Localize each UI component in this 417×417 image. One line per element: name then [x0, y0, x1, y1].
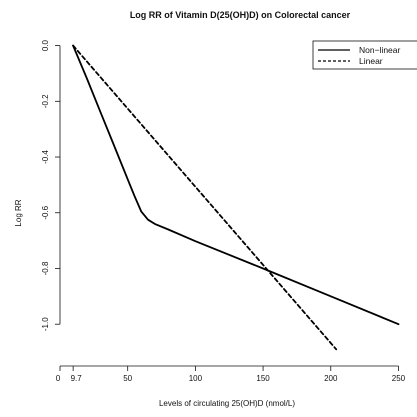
legend-label: Non−linear: [359, 45, 401, 55]
chart-title: Log RR of Vitamin D(25(OH)D) on Colorect…: [130, 10, 351, 20]
linear-series-line: [72, 44, 338, 351]
y-tick-label: -0.2: [41, 94, 50, 108]
x-axis-label: Levels of circulating 25(OH)D (nmol/L): [159, 399, 295, 408]
series-layer: [72, 44, 400, 351]
y-tick-label: -0.6: [41, 205, 50, 219]
x-tick-label: 200: [324, 374, 338, 383]
x-tick-label: 150: [256, 374, 270, 383]
x-tick-label: 0: [56, 374, 61, 383]
y-tick-label: -1.0: [41, 317, 50, 331]
y-tick-label: -0.4: [41, 150, 50, 164]
y-tick-label: 0.0: [41, 39, 50, 51]
legend-label: Linear: [359, 56, 383, 66]
y-axis-label: Log RR: [14, 199, 23, 226]
x-tick-label: 100: [189, 374, 203, 383]
nonlinear-series-line: [72, 44, 400, 326]
y-tick-label: -0.8: [41, 261, 50, 275]
y-axis-ticks: 0.0 -0.2 -0.4 -0.6 -0.8 -1.0: [41, 39, 60, 331]
x-tick-label: 9.7: [71, 374, 83, 383]
x-tick-label: 50: [123, 374, 132, 383]
plot-area: 0 9.7 50 100 150 200 250 0.0 -0.2 -0.4 -0.6 -0.8 -1…: [41, 39, 406, 383]
legend-box: [312, 40, 417, 70]
x-axis-ticks: 0 9.7 50 100 150 200 250: [56, 366, 406, 383]
x-tick-label: 250: [392, 374, 406, 383]
